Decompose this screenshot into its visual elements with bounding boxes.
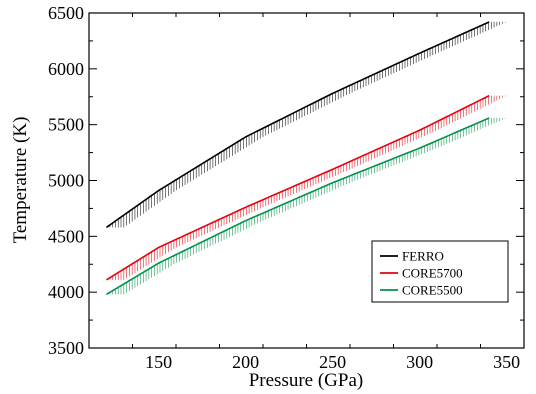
y-tick-label: 5000 xyxy=(48,171,84,191)
x-tick-label: 250 xyxy=(319,352,346,372)
x-tick-label: 300 xyxy=(406,352,433,372)
legend-label-core5500: CORE5500 xyxy=(402,283,463,298)
legend-label-ferro: FERRO xyxy=(402,249,444,264)
x-tick-label: 150 xyxy=(145,352,172,372)
y-tick-label: 4500 xyxy=(48,226,84,246)
x-tick-label: 350 xyxy=(493,352,520,372)
y-tick-label: 3500 xyxy=(48,338,84,358)
y-axis-title: Temperature (K) xyxy=(10,117,31,244)
x-axis: 150 200 250 300 350 xyxy=(89,13,524,372)
legend-label-core5700: CORE5700 xyxy=(402,266,463,281)
y-tick-label: 6000 xyxy=(48,59,84,79)
legend: FERRO CORE5700 CORE5500 xyxy=(372,241,508,302)
x-tick-label: 200 xyxy=(232,352,259,372)
y-tick-label: 6500 xyxy=(48,3,84,23)
y-axis: 3500 4000 4500 5000 5500 6000 6500 xyxy=(48,3,524,358)
y-tick-label: 4000 xyxy=(48,282,84,302)
y-tick-label: 5500 xyxy=(48,115,84,135)
x-axis-title: Pressure (GPa) xyxy=(249,370,364,391)
